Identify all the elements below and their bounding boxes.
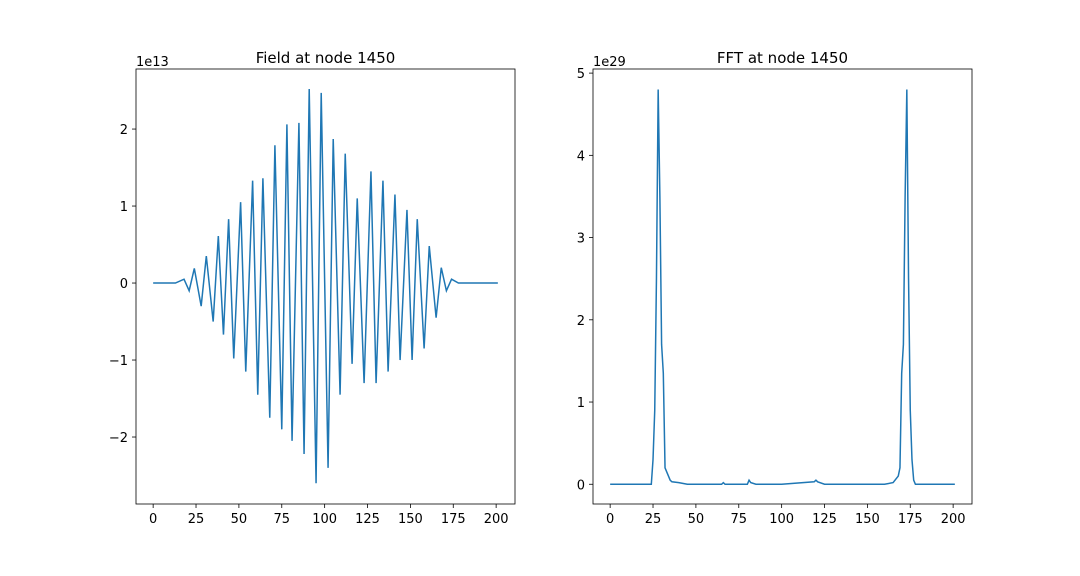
- y-tick-label: 4: [577, 149, 585, 164]
- chart-title: Field at node 1450: [256, 49, 396, 67]
- axes-frame: [135, 68, 516, 505]
- x-tick-label: 50: [231, 512, 248, 527]
- x-tick-label: 25: [188, 512, 205, 527]
- x-tick-label: 125: [355, 512, 380, 527]
- y-tick-label: 2: [120, 123, 128, 138]
- chart-title: FFT at node 1450: [717, 49, 848, 67]
- offset-text: 1e29: [593, 55, 626, 70]
- y-tick-label: 0: [120, 277, 128, 292]
- y-tick-label: −2: [109, 431, 128, 446]
- y-tick-label: 1: [577, 396, 585, 411]
- y-tick-label: 0: [577, 478, 585, 493]
- y-tick-label: 2: [577, 314, 585, 329]
- x-tick-label: 125: [812, 512, 837, 527]
- y-tick-label: 3: [577, 232, 585, 247]
- offset-text: 1e13: [136, 55, 169, 70]
- x-tick-label: 100: [769, 512, 794, 527]
- y-tick-label: 1: [120, 200, 128, 215]
- x-tick-label: 0: [606, 512, 614, 527]
- y-tick-label: −1: [109, 354, 128, 369]
- x-tick-label: 25: [645, 512, 662, 527]
- data-line: [610, 89, 955, 486]
- x-tick-label: 175: [441, 512, 466, 527]
- axes-frame: [592, 68, 973, 505]
- y-tick-label: 5: [577, 67, 585, 82]
- x-tick-label: 0: [149, 512, 157, 527]
- x-tick-label: 75: [730, 512, 747, 527]
- x-tick-label: 100: [312, 512, 337, 527]
- x-tick-label: 75: [273, 512, 290, 527]
- x-tick-label: 175: [898, 512, 923, 527]
- x-tick-label: 150: [855, 512, 880, 527]
- x-tick-label: 50: [688, 512, 705, 527]
- x-tick-label: 150: [398, 512, 423, 527]
- data-line: [153, 89, 498, 484]
- x-tick-label: 200: [941, 512, 966, 527]
- x-tick-label: 200: [484, 512, 509, 527]
